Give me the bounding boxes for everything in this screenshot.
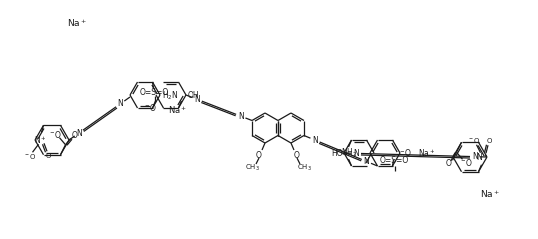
Text: O: O <box>294 152 300 161</box>
Text: N: N <box>364 157 369 166</box>
Text: $^-$O: $^-$O <box>48 129 63 140</box>
Text: $^-$O   Na$^+$: $^-$O Na$^+$ <box>398 147 435 159</box>
Text: N: N <box>194 95 200 104</box>
Text: Na$^+$: Na$^+$ <box>168 104 188 116</box>
Text: HO: HO <box>331 149 343 158</box>
Text: O: O <box>72 131 77 140</box>
Text: Na$^+$: Na$^+$ <box>67 17 87 29</box>
Text: N: N <box>312 136 318 145</box>
Text: $^-$O: $^-$O <box>143 102 158 113</box>
Text: O: O <box>487 138 492 144</box>
Text: O: O <box>256 152 262 161</box>
Text: OH: OH <box>187 92 199 100</box>
Text: CH$_3$: CH$_3$ <box>296 163 312 173</box>
Text: O: O <box>445 159 451 168</box>
Text: O=S=O: O=S=O <box>140 87 169 97</box>
Text: Na$^+$: Na$^+$ <box>480 188 500 200</box>
Text: N: N <box>76 129 82 138</box>
Text: $^-$O: $^-$O <box>459 157 473 168</box>
Text: N$^+$: N$^+$ <box>476 151 489 163</box>
Text: NH$_2$: NH$_2$ <box>342 147 358 159</box>
Text: O=S=O: O=S=O <box>380 157 409 165</box>
Text: O: O <box>46 153 51 159</box>
Text: $^-$O: $^-$O <box>467 136 480 145</box>
Text: N: N <box>353 149 359 158</box>
Text: CH$_3$: CH$_3$ <box>245 163 259 173</box>
Text: N: N <box>472 152 478 161</box>
Text: $^-$O: $^-$O <box>23 152 36 161</box>
Text: N: N <box>238 112 244 121</box>
Text: N$^+$: N$^+$ <box>34 134 47 146</box>
Text: N: N <box>117 99 123 109</box>
Text: H$_2$N: H$_2$N <box>162 90 179 102</box>
